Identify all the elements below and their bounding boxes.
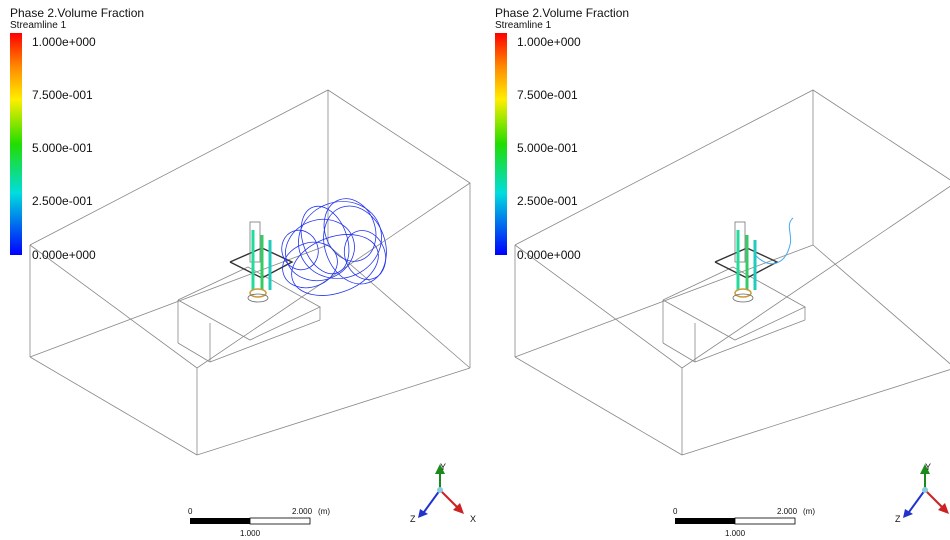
axis-z: [424, 490, 440, 512]
legend-label: 1.000e+000: [32, 35, 96, 49]
scale-unit: (m): [803, 507, 815, 516]
color-bar: [495, 33, 507, 255]
viewer: Phase 2.Volume FractionStreamline 11.000…: [0, 0, 950, 540]
streamline: [277, 210, 363, 290]
legend-label: 0.000e+000: [517, 248, 581, 262]
scale-bar-black: [675, 518, 735, 524]
axis-x-label: X: [470, 514, 476, 524]
legend-label: 0.000e+000: [32, 248, 96, 262]
scale-bar-white: [250, 518, 310, 524]
axis-origin: [437, 487, 443, 493]
legend-label: 2.500e-001: [517, 194, 578, 208]
axis-z-label: Z: [895, 514, 901, 524]
legend-label: 5.000e-001: [32, 141, 93, 155]
scale-unit: (m): [318, 507, 330, 516]
streamline: [313, 197, 397, 293]
color-bar: [10, 33, 22, 255]
axis-z: [909, 490, 925, 512]
axis-x: [440, 490, 458, 508]
legend-title: Phase 2.Volume Fraction: [10, 6, 144, 20]
axis-z-head: [418, 509, 428, 518]
streamline: [292, 200, 357, 281]
streamline: [755, 218, 793, 264]
legend-title: Phase 2.Volume Fraction: [495, 6, 629, 20]
legend-label: 5.000e-001: [517, 141, 578, 155]
scale-start: 0: [673, 507, 678, 516]
legend-label: 7.500e-001: [32, 88, 93, 102]
legend-label: 7.500e-001: [517, 88, 578, 102]
legend-label: 2.500e-001: [32, 194, 93, 208]
scale-end: 2.000: [292, 507, 313, 516]
axis-origin: [922, 487, 928, 493]
scale-mid: 1.000: [240, 529, 261, 538]
axis-y-label: Y: [925, 462, 931, 472]
streamline: [316, 191, 385, 268]
legend-label: 1.000e+000: [517, 35, 581, 49]
scale-bar-black: [190, 518, 250, 524]
legend-subtitle: Streamline 1: [495, 20, 552, 31]
axis-y-label: Y: [440, 462, 446, 472]
legend-subtitle: Streamline 1: [10, 20, 67, 31]
scale-start: 0: [188, 507, 193, 516]
domain-wireframe: [30, 90, 470, 455]
scale-mid: 1.000: [725, 529, 746, 538]
domain-wireframe: [515, 90, 950, 455]
scale-bar-white: [735, 518, 795, 524]
scale-end: 2.000: [777, 507, 798, 516]
axis-z-label: Z: [410, 514, 416, 524]
axis-x: [925, 490, 943, 508]
axis-z-head: [903, 509, 913, 518]
